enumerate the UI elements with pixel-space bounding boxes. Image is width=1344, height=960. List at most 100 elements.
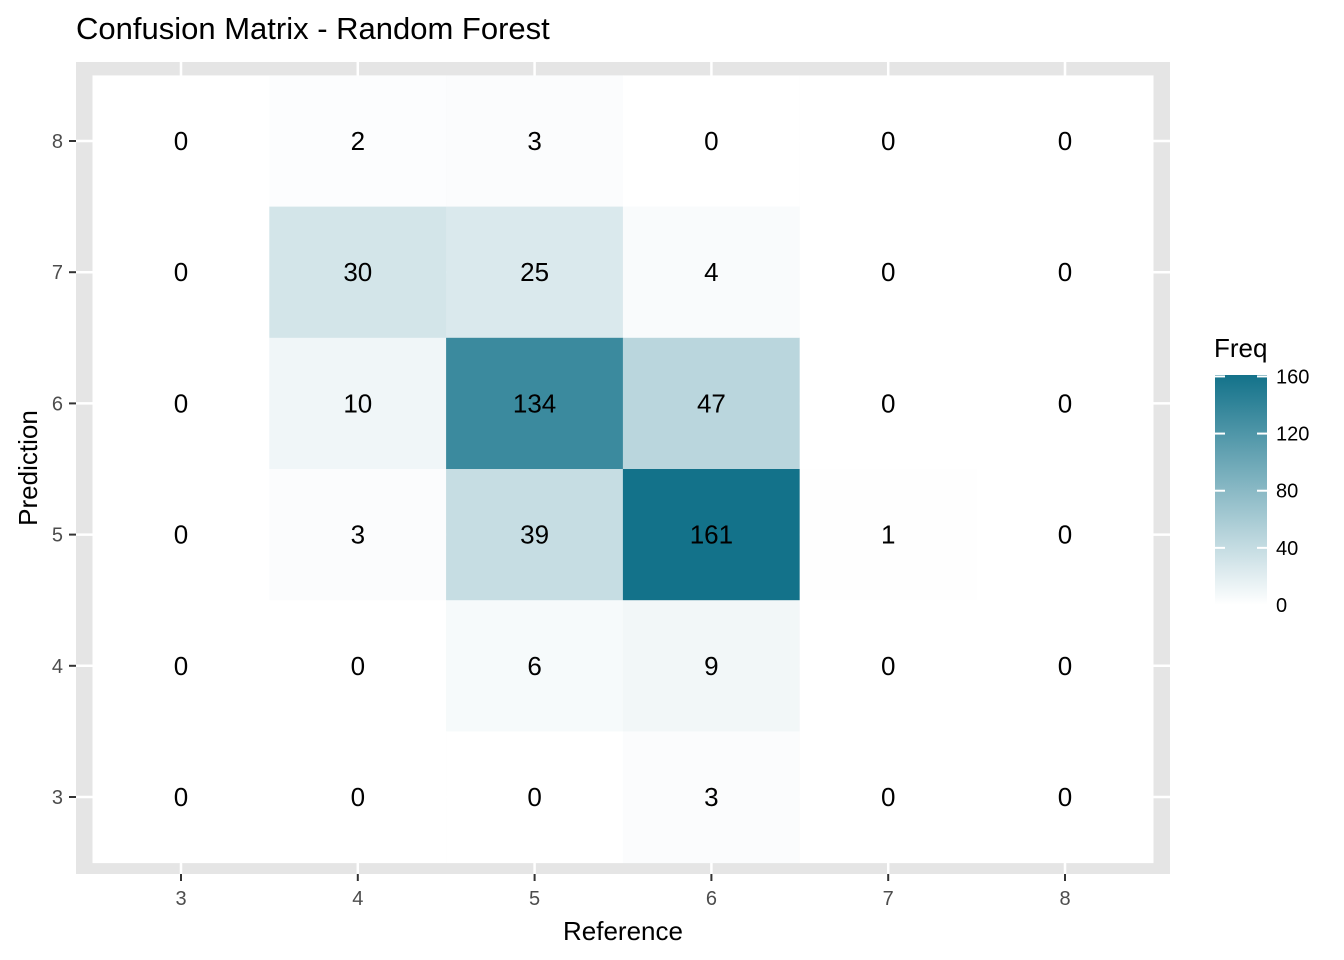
cell-value-label: 0 bbox=[881, 782, 895, 812]
heatmap-cell bbox=[799, 469, 977, 601]
legend-tick-label: 40 bbox=[1276, 538, 1298, 560]
heatmap-cell bbox=[622, 600, 800, 732]
cell-value-label: 47 bbox=[697, 388, 726, 418]
cell-value-label: 0 bbox=[881, 388, 895, 418]
y-tick-label: 3 bbox=[52, 787, 63, 809]
heatmap-cell bbox=[799, 337, 977, 470]
cell-value-label: 0 bbox=[881, 126, 895, 156]
heatmap-cell bbox=[799, 75, 977, 208]
cell-value-label: 0 bbox=[1058, 126, 1072, 156]
heatmap-cell bbox=[976, 206, 1154, 339]
heatmap-cell bbox=[976, 75, 1154, 208]
cell-value-label: 3 bbox=[527, 126, 541, 156]
heatmap-cell bbox=[622, 206, 800, 339]
heatmap-cell bbox=[446, 75, 624, 208]
legend-tick-label: 120 bbox=[1276, 424, 1309, 446]
legend-title: Freq bbox=[1214, 333, 1267, 363]
y-tick-label: 6 bbox=[52, 393, 63, 415]
cell-value-label: 0 bbox=[174, 651, 188, 681]
heatmap-cell bbox=[976, 731, 1154, 864]
cell-value-label: 0 bbox=[1058, 782, 1072, 812]
heatmap-cell bbox=[622, 469, 800, 601]
heatmap-cells bbox=[92, 75, 1154, 864]
cell-value-label: 0 bbox=[174, 126, 188, 156]
y-axis: 3 4 5 6 7 8 bbox=[52, 131, 76, 809]
heatmap-cell bbox=[269, 75, 447, 208]
x-tick-label: 7 bbox=[883, 888, 894, 910]
cell-value-label: 0 bbox=[174, 388, 188, 418]
cell-value-label: 134 bbox=[513, 388, 556, 418]
y-tick-label: 7 bbox=[52, 262, 63, 284]
cell-value-label: 0 bbox=[174, 782, 188, 812]
x-tick-label: 6 bbox=[706, 888, 717, 910]
x-tick-label: 8 bbox=[1059, 888, 1070, 910]
cell-value-label: 0 bbox=[881, 651, 895, 681]
cell-value-label: 0 bbox=[881, 257, 895, 287]
cell-value-label: 0 bbox=[174, 520, 188, 550]
cell-value-label: 0 bbox=[704, 126, 718, 156]
legend-tick-label: 160 bbox=[1276, 366, 1309, 388]
heatmap-cell bbox=[976, 600, 1154, 732]
heatmap-cell bbox=[92, 731, 270, 864]
cell-value-label: 3 bbox=[704, 782, 718, 812]
heatmap-cell bbox=[799, 206, 977, 339]
cell-value-label: 0 bbox=[1058, 388, 1072, 418]
x-tick-label: 5 bbox=[529, 888, 540, 910]
cell-value-label: 3 bbox=[351, 520, 365, 550]
cell-value-label: 0 bbox=[351, 782, 365, 812]
heatmap-cell bbox=[269, 469, 447, 601]
heatmap-cell bbox=[799, 600, 977, 732]
cell-value-label: 30 bbox=[343, 257, 372, 287]
heatmap-cell bbox=[799, 731, 977, 864]
y-tick-label: 5 bbox=[52, 525, 63, 547]
y-tick-label: 4 bbox=[52, 656, 63, 678]
color-legend: Freq 0 40 80 120 160 bbox=[1214, 333, 1309, 617]
cell-value-label: 0 bbox=[1058, 520, 1072, 550]
cell-value-label: 161 bbox=[690, 520, 733, 550]
cell-value-label: 25 bbox=[520, 257, 549, 287]
heatmap-cell bbox=[92, 206, 270, 339]
heatmap-cell bbox=[446, 337, 624, 470]
cell-value-label: 0 bbox=[1058, 651, 1072, 681]
cell-value-label: 0 bbox=[174, 257, 188, 287]
heatmap-cell bbox=[446, 731, 624, 864]
heatmap-cell bbox=[446, 469, 624, 601]
x-axis: 3 4 5 6 7 8 bbox=[175, 874, 1071, 910]
chart-title: Confusion Matrix - Random Forest bbox=[76, 11, 550, 46]
y-tick-label: 8 bbox=[52, 131, 63, 153]
legend-ticks: 0 40 80 120 160 bbox=[1215, 366, 1309, 617]
y-axis-title: Prediction bbox=[13, 410, 43, 526]
x-tick-label: 3 bbox=[175, 888, 186, 910]
cell-value-label: 4 bbox=[704, 257, 718, 287]
heatmap-cell bbox=[92, 75, 270, 208]
heatmap-cell bbox=[622, 731, 800, 864]
cell-value-label: 1 bbox=[881, 520, 895, 550]
cell-labels: 0 2 3 0 0 00 30 25 4 0 00 10 134 47 0 00 3 39 161 1 00 0 6 9 0 00… bbox=[174, 126, 1072, 812]
heatmap-cell bbox=[446, 600, 624, 732]
heatmap-cell bbox=[92, 337, 270, 470]
cell-value-label: 10 bbox=[343, 388, 372, 418]
heatmap-cell bbox=[976, 469, 1154, 601]
x-axis-title: Reference bbox=[563, 916, 683, 946]
cell-value-label: 6 bbox=[527, 651, 541, 681]
cell-value-label: 0 bbox=[527, 782, 541, 812]
heatmap-cell bbox=[269, 731, 447, 864]
x-tick-label: 4 bbox=[352, 888, 363, 910]
heatmap-cell bbox=[269, 600, 447, 732]
heatmap-cell bbox=[622, 75, 800, 208]
cell-value-label: 2 bbox=[351, 126, 365, 156]
cell-value-label: 0 bbox=[351, 651, 365, 681]
heatmap-cell bbox=[92, 600, 270, 732]
heatmap-cell bbox=[92, 469, 270, 601]
cell-value-label: 9 bbox=[704, 651, 718, 681]
heatmap-cell bbox=[269, 206, 447, 339]
heatmap-cell bbox=[446, 206, 624, 339]
legend-tick-label: 0 bbox=[1276, 595, 1287, 617]
cell-value-label: 39 bbox=[520, 520, 549, 550]
heatmap-cell bbox=[269, 337, 447, 470]
heatmap-cell bbox=[976, 337, 1154, 470]
heatmap-cell bbox=[622, 337, 800, 470]
cell-value-label: 0 bbox=[1058, 257, 1072, 287]
legend-tick-label: 80 bbox=[1276, 481, 1298, 503]
